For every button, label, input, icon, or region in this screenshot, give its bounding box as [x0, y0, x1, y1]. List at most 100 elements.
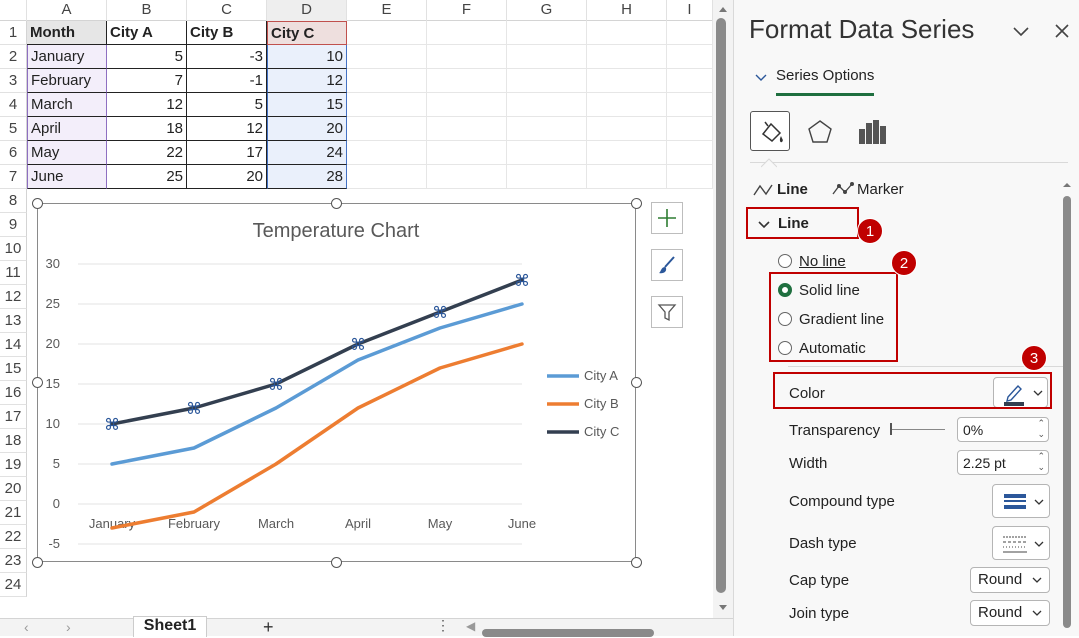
empty-cell[interactable] — [667, 21, 713, 45]
resize-handle-right[interactable] — [631, 377, 642, 388]
row-header[interactable]: 21 — [0, 501, 27, 525]
empty-cell[interactable] — [347, 45, 427, 69]
pane-scroll-thumb[interactable] — [1063, 196, 1071, 628]
empty-cell[interactable] — [347, 93, 427, 117]
empty-cell[interactable] — [587, 93, 667, 117]
row-header[interactable]: 16 — [0, 381, 27, 405]
row-header[interactable]: 8 — [0, 189, 27, 213]
table-header-cell[interactable]: City C — [267, 21, 347, 45]
empty-cell[interactable] — [427, 117, 507, 141]
col-header-a[interactable]: A — [27, 0, 107, 21]
empty-cell[interactable] — [347, 117, 427, 141]
gradient-line-radio[interactable] — [778, 312, 792, 326]
empty-cell[interactable] — [507, 21, 587, 45]
select-all-corner[interactable] — [0, 0, 27, 21]
table-cell[interactable]: 5 — [107, 45, 187, 69]
empty-cell[interactable] — [667, 69, 713, 93]
empty-cell[interactable] — [347, 21, 427, 45]
row-header[interactable]: 12 — [0, 285, 27, 309]
empty-cell[interactable] — [667, 45, 713, 69]
horizontal-scroll-thumb[interactable] — [482, 629, 654, 637]
pane-scrollbar[interactable] — [1062, 180, 1072, 636]
close-icon[interactable] — [1052, 21, 1072, 41]
table-cell[interactable]: April — [27, 117, 107, 141]
col-header-f[interactable]: F — [427, 0, 507, 21]
tab-scroll-right-icon[interactable]: › — [66, 619, 71, 635]
table-header-cell[interactable]: City B — [187, 21, 267, 45]
tab-line[interactable]: Line — [777, 181, 808, 198]
col-header-g[interactable]: G — [507, 0, 587, 21]
table-cell[interactable]: 17 — [187, 141, 267, 165]
dash-type-dropdown[interactable] — [992, 526, 1050, 560]
sheet-tab-sheet1[interactable]: Sheet1 — [133, 616, 207, 637]
row-header[interactable]: 15 — [0, 357, 27, 381]
row-header[interactable]: 9 — [0, 213, 27, 237]
col-header-b[interactable]: B — [107, 0, 187, 21]
row-header[interactable]: 18 — [0, 429, 27, 453]
bar-chart-icon[interactable] — [852, 112, 892, 152]
hscroll-left-icon[interactable]: ◀ — [466, 619, 476, 633]
empty-cell[interactable] — [587, 165, 667, 189]
col-header-d[interactable]: D — [267, 0, 347, 21]
resize-handle-bottom-right[interactable] — [631, 557, 642, 568]
col-header-c[interactable]: C — [187, 0, 267, 21]
table-cell[interactable]: 5 — [187, 93, 267, 117]
row-header[interactable]: 23 — [0, 549, 27, 573]
resize-handle-top-left[interactable] — [32, 198, 43, 209]
table-cell[interactable]: 10 — [267, 45, 347, 69]
outline-color-picker[interactable] — [993, 377, 1048, 408]
resize-handle-bottom-left[interactable] — [32, 557, 43, 568]
empty-cell[interactable] — [587, 141, 667, 165]
table-cell[interactable]: 28 — [267, 165, 347, 189]
scroll-up-icon[interactable] — [713, 2, 733, 16]
tab-scroll-left-icon[interactable]: ‹ — [24, 619, 29, 635]
resize-handle-top-right[interactable] — [631, 198, 642, 209]
table-header-cell[interactable]: Month — [27, 21, 107, 45]
automatic-option[interactable]: Automatic — [778, 340, 866, 357]
row-header[interactable]: 19 — [0, 453, 27, 477]
tab-marker[interactable]: Marker — [857, 181, 904, 198]
solid-line-radio[interactable] — [778, 283, 792, 297]
row-header[interactable]: 11 — [0, 261, 27, 285]
transparency-spinner[interactable]: 0% ⌃ ⌄ — [957, 417, 1049, 442]
empty-cell[interactable] — [427, 69, 507, 93]
line-chart[interactable]: Temperature Chart 30 25 20 15 10 5 0 -5 January Fe… — [37, 203, 636, 562]
table-cell[interactable]: 7 — [107, 69, 187, 93]
width-spinner[interactable]: 2.25 pt ⌃ ⌄ — [957, 450, 1049, 475]
row-header[interactable]: 4 — [0, 93, 27, 117]
empty-cell[interactable] — [667, 141, 713, 165]
fill-line-tab[interactable] — [750, 111, 790, 151]
vertical-scroll-thumb[interactable] — [716, 18, 726, 593]
empty-cell[interactable] — [587, 69, 667, 93]
empty-cell[interactable] — [507, 45, 587, 69]
table-cell[interactable]: January — [27, 45, 107, 69]
empty-cell[interactable] — [587, 117, 667, 141]
row-header[interactable]: 10 — [0, 237, 27, 261]
table-cell[interactable]: March — [27, 93, 107, 117]
automatic-radio[interactable] — [778, 341, 792, 355]
empty-cell[interactable] — [667, 165, 713, 189]
empty-cell[interactable] — [507, 93, 587, 117]
table-cell[interactable]: February — [27, 69, 107, 93]
row-header[interactable]: 14 — [0, 333, 27, 357]
chart-styles-button[interactable] — [651, 249, 683, 281]
row-header[interactable]: 17 — [0, 405, 27, 429]
transparency-slider-thumb[interactable] — [890, 423, 892, 435]
table-cell[interactable]: 12 — [107, 93, 187, 117]
row-header[interactable]: 3 — [0, 69, 27, 93]
col-header-i[interactable]: I — [667, 0, 713, 21]
row-header[interactable]: 5 — [0, 117, 27, 141]
col-header-e[interactable]: E — [347, 0, 427, 21]
table-cell[interactable]: May — [27, 141, 107, 165]
chevron-down-icon[interactable] — [1011, 21, 1031, 41]
table-cell[interactable]: June — [27, 165, 107, 189]
empty-cell[interactable] — [347, 69, 427, 93]
empty-cell[interactable] — [427, 93, 507, 117]
row-header[interactable]: 1 — [0, 21, 27, 45]
empty-cell[interactable] — [587, 45, 667, 69]
row-header[interactable]: 22 — [0, 525, 27, 549]
empty-cell[interactable] — [427, 21, 507, 45]
line-section-header[interactable]: Line — [778, 215, 809, 232]
table-cell[interactable]: -1 — [187, 69, 267, 93]
table-cell[interactable]: 15 — [267, 93, 347, 117]
